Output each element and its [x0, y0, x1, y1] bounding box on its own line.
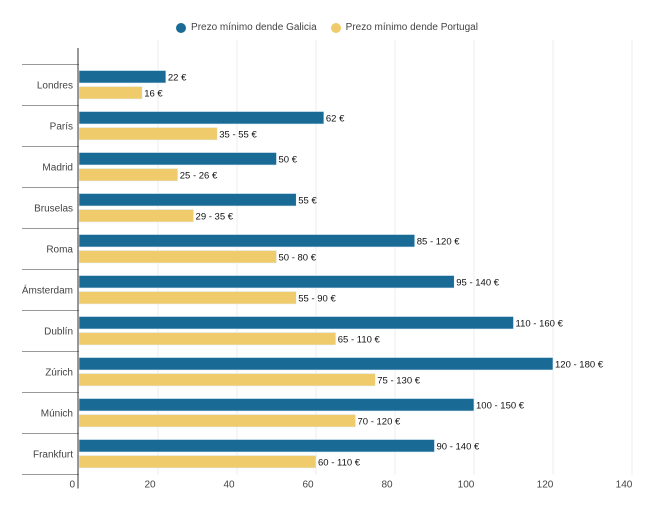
bar-galicia: [78, 70, 167, 84]
data-label: 65 - 110 €: [338, 334, 381, 345]
data-label: 70 - 120 €: [358, 416, 401, 427]
data-label: 120 - 180 €: [555, 359, 604, 370]
bar-portugal: [78, 291, 297, 305]
bar-galicia: [78, 439, 435, 453]
bar-portugal: [78, 414, 356, 428]
data-label: 50 €: [279, 154, 298, 165]
bar-portugal: [78, 168, 179, 182]
data-label: 29 - 35 €: [196, 211, 234, 222]
bar-portugal: [78, 373, 376, 387]
category-label: Madrid: [42, 163, 73, 174]
bar-galicia: [78, 316, 514, 330]
legend-dot-galicia-icon: [176, 22, 187, 33]
x-tick-label: 20: [144, 480, 156, 491]
legend-dot-portugal-icon: [330, 22, 341, 33]
category-label: Múnich: [41, 409, 73, 420]
x-tick-label: 40: [223, 480, 235, 491]
legend-label-galicia: Prezo mínimo dende Galicia: [191, 22, 317, 33]
bar-portugal: [78, 86, 143, 100]
data-label: 62 €: [326, 113, 345, 124]
legend-label-portugal: Prezo mínimo dende Portugal: [345, 22, 478, 33]
category-label: Londres: [37, 81, 73, 92]
x-tick-label: 80: [381, 480, 393, 491]
bar-galicia: [78, 398, 475, 412]
data-label: 100 - 150 €: [476, 400, 525, 411]
category-label: París: [50, 122, 73, 133]
category-label: Zúrich: [45, 368, 73, 379]
x-tick-label: 140: [616, 480, 633, 491]
bar-galicia: [78, 193, 297, 207]
bar-portugal: [78, 332, 337, 346]
data-label: 22 €: [168, 72, 187, 83]
data-label: 95 - 140 €: [456, 277, 499, 288]
legend-item-galicia[interactable]: Prezo mínimo dende Galicia: [176, 22, 317, 33]
bar-portugal: [78, 455, 317, 469]
bar-galicia: [78, 275, 455, 289]
data-label: 25 - 26 €: [180, 170, 218, 181]
data-label: 110 - 160 €: [516, 318, 564, 329]
data-label: 90 - 140 €: [437, 441, 480, 452]
bar-portugal: [78, 250, 277, 264]
legend-item-portugal[interactable]: Prezo mínimo dende Portugal: [330, 22, 478, 33]
x-tick-label: 60: [302, 480, 314, 491]
data-label: 16 €: [144, 88, 163, 99]
bar-galicia: [78, 234, 416, 248]
bar-galicia: [78, 152, 277, 166]
data-label: 85 - 120 €: [417, 236, 460, 247]
legend: Prezo mínimo dende Galicia Prezo mínimo …: [0, 22, 654, 33]
category-label: Ámsterdam: [22, 284, 73, 297]
data-label: 35 - 55 €: [219, 129, 257, 140]
category-label: Roma: [46, 245, 73, 256]
data-label: 55 €: [298, 195, 317, 206]
data-label: 50 - 80 €: [279, 252, 317, 263]
bar-portugal: [78, 127, 218, 141]
x-tick-label: 120: [537, 480, 554, 491]
data-label: 60 - 110 €: [318, 457, 361, 468]
x-tick-label: 0: [69, 480, 75, 491]
category-label: Dublín: [44, 327, 73, 338]
x-tick-label: 100: [458, 480, 475, 491]
data-label: 75 - 130 €: [377, 375, 420, 386]
category-label: Bruselas: [34, 204, 73, 215]
bar-portugal: [78, 209, 194, 223]
category-label: Frankfurt: [33, 450, 73, 461]
data-label: 55 - 90 €: [298, 293, 336, 304]
bar-galicia: [78, 111, 325, 125]
bar-galicia: [78, 357, 554, 371]
